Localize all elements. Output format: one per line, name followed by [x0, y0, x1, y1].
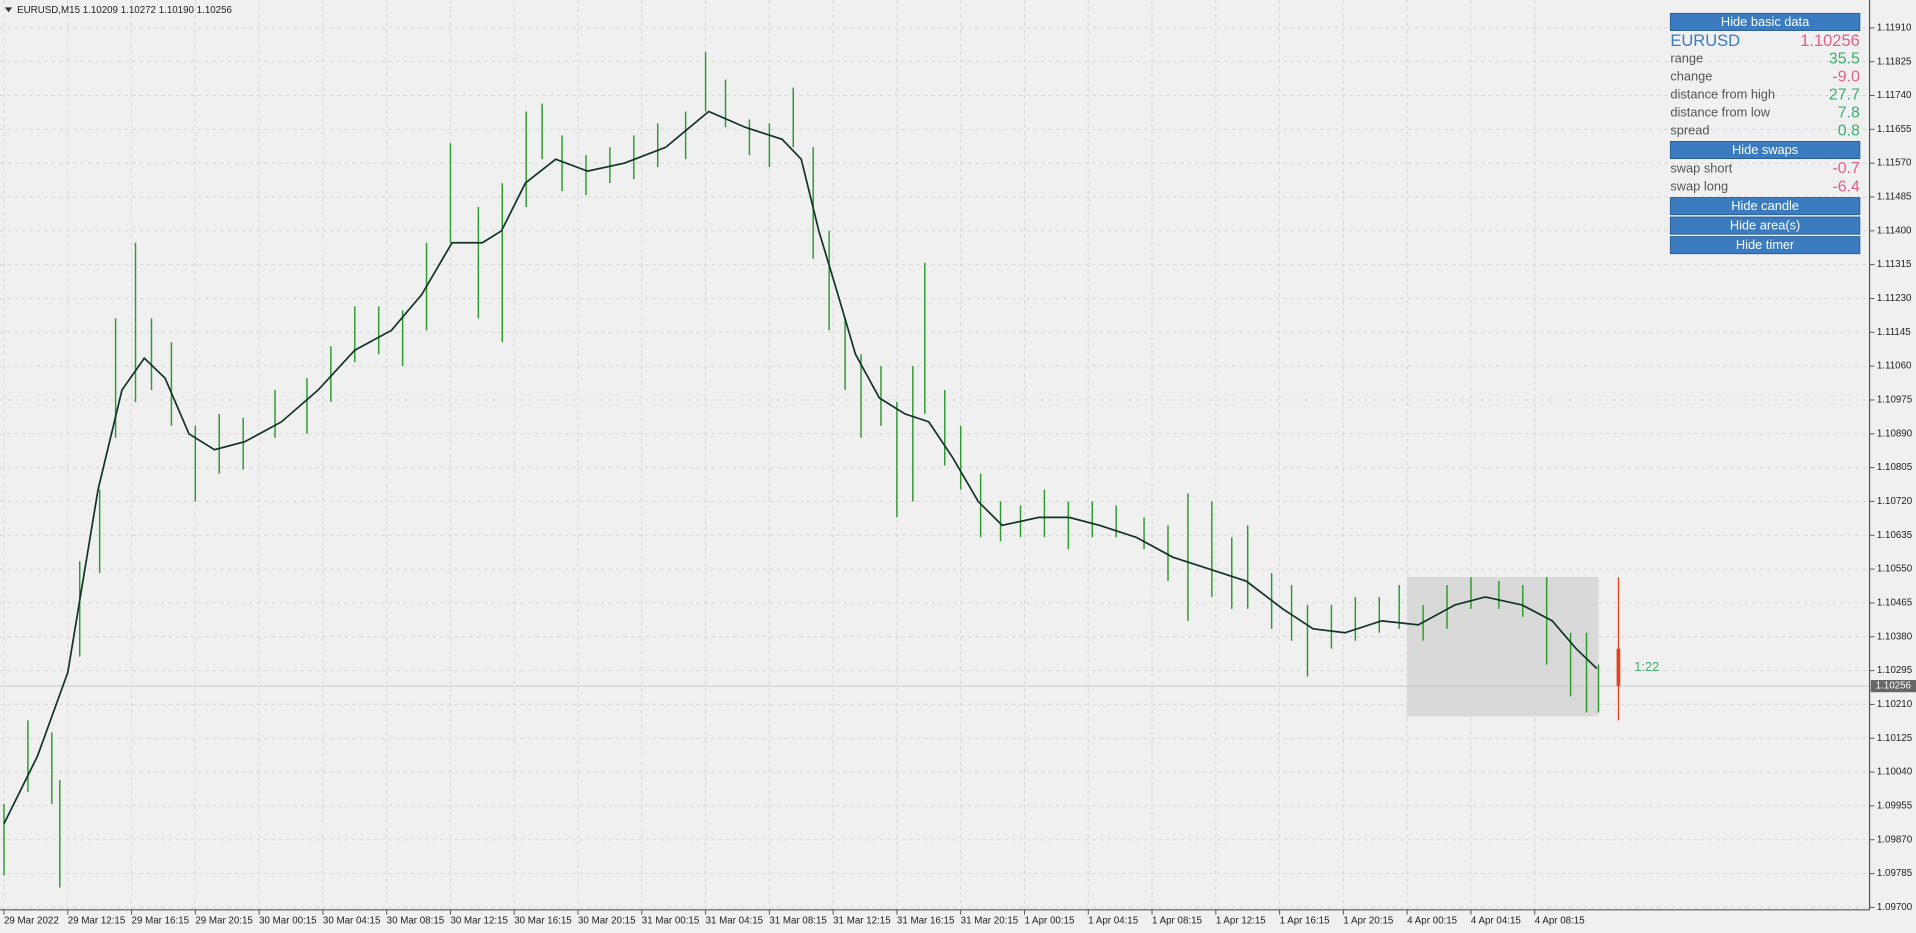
x-tick-label: 4 Apr 08:15	[1535, 915, 1585, 926]
toggle-button[interactable]	[1669, 216, 1861, 235]
current-price-box	[1870, 680, 1916, 693]
x-tick-label: 31 Mar 12:15	[833, 915, 891, 926]
current-price-label: 1.10256	[1876, 681, 1911, 692]
y-tick-label: 1.10295	[1877, 665, 1913, 676]
x-tick-label: 31 Mar 00:15	[642, 915, 700, 926]
y-tick-label: 1.11910	[1877, 22, 1912, 33]
symbol: EURUSD	[1670, 32, 1740, 50]
y-tick-label: 1.10720	[1877, 496, 1913, 507]
x-tick-label: 29 Mar 2022	[4, 915, 59, 926]
candle-body	[1616, 648, 1621, 687]
x-tick-label: 30 Mar 16:15	[514, 915, 572, 926]
y-tick-label: 1.11315	[1877, 259, 1912, 270]
y-tick-label: 1.10550	[1877, 564, 1913, 575]
y-tick-label: 1.11570	[1877, 158, 1912, 169]
toggle-button[interactable]	[1669, 236, 1861, 255]
y-tick-label: 1.10040	[1877, 767, 1913, 778]
toggle-button-label[interactable]: Hide basic data	[1721, 14, 1810, 29]
chart-header: EURUSD,M15 1.10209 1.10272 1.10190 1.102…	[17, 5, 232, 16]
info-label: distance from high	[1670, 87, 1775, 102]
y-tick-label: 1.09700	[1877, 902, 1913, 913]
y-tick-label: 1.10125	[1877, 733, 1913, 744]
info-value: 0.8	[1838, 123, 1860, 140]
x-tick-label: 29 Mar 16:15	[132, 915, 190, 926]
info-value: -0.7	[1832, 160, 1860, 177]
y-tick-label: 1.10805	[1877, 462, 1913, 473]
y-tick-label: 1.11740	[1877, 90, 1912, 101]
info-value: 35.5	[1829, 50, 1860, 67]
x-tick-label: 1 Apr 00:15	[1024, 915, 1074, 926]
y-tick-label: 1.10210	[1877, 699, 1913, 710]
info-value: 7.8	[1838, 104, 1860, 121]
x-tick-label: 31 Mar 20:15	[961, 915, 1019, 926]
toggle-button[interactable]	[1669, 12, 1861, 31]
y-tick-label: 1.11230	[1877, 293, 1912, 304]
axes: 1.11910 1.11825 1.11740 1.11655 1.11570 1.114…	[3, 22, 1916, 926]
x-tick-label: 4 Apr 00:15	[1407, 915, 1457, 926]
x-tick-label: 30 Mar 00:15	[259, 915, 317, 926]
toggle-button-label[interactable]: Hide area(s)	[1730, 218, 1800, 233]
toggle-button[interactable]	[1669, 140, 1861, 160]
info-value: -9.0	[1832, 68, 1860, 85]
y-tick-label: 1.11485	[1877, 192, 1912, 203]
y-tick-label: 1.10975	[1877, 395, 1913, 406]
y-tick-label: 1.11825	[1877, 56, 1912, 67]
x-tick-label: 31 Mar 08:15	[769, 915, 827, 926]
y-tick-label: 1.10465	[1877, 598, 1913, 609]
info-value: -6.4	[1832, 178, 1860, 195]
toggle-button-label[interactable]: Hide candle	[1731, 198, 1799, 213]
x-tick-label: 1 Apr 16:15	[1280, 915, 1330, 926]
x-tick-label: 30 Mar 04:15	[323, 915, 381, 926]
y-tick-label: 1.09870	[1877, 834, 1913, 845]
toggle-button-label[interactable]: Hide swaps	[1732, 142, 1798, 157]
y-tick-label: 1.10380	[1877, 631, 1913, 642]
info-label: swap short	[1670, 160, 1732, 175]
x-tick-label: 31 Mar 16:15	[897, 915, 955, 926]
y-tick-label: 1.09785	[1877, 868, 1913, 879]
info-label: distance from low	[1670, 105, 1770, 120]
x-tick-label: 1 Apr 12:15	[1216, 915, 1266, 926]
menu-arrow[interactable]	[4, 7, 13, 13]
area-box	[1407, 577, 1599, 717]
info-label: range	[1670, 51, 1703, 66]
y-tick-label: 1.11145	[1877, 327, 1911, 338]
y-tick-label: 1.10635	[1877, 530, 1913, 541]
toggle-button-label[interactable]: Hide timer	[1736, 237, 1795, 252]
candle-timer: 1:22	[1634, 659, 1659, 674]
y-tick-label: 1.11060	[1877, 361, 1912, 372]
info-panel: Hide basic data EURUSD 1.10256 range 35.5 cha…	[1669, 12, 1861, 255]
x-tick-label: 29 Mar 12:15	[68, 915, 126, 926]
info-label: spread	[1670, 123, 1709, 138]
x-tick-label: 30 Mar 08:15	[387, 915, 445, 926]
x-tick-label: 30 Mar 12:15	[450, 915, 508, 926]
y-tick-label: 1.09955	[1877, 800, 1913, 811]
symbol-price: 1.10256	[1800, 32, 1860, 50]
plot: 1:22	[0, 51, 1870, 888]
info-label: change	[1670, 69, 1712, 84]
x-tick-label: 1 Apr 08:15	[1152, 915, 1202, 926]
x-tick-label: 29 Mar 20:15	[195, 915, 253, 926]
x-tick-label: 30 Mar 20:15	[578, 915, 636, 926]
toggle-button[interactable]	[1669, 197, 1861, 216]
y-tick-label: 1.11655	[1877, 124, 1912, 135]
x-tick-label: 1 Apr 04:15	[1088, 915, 1138, 926]
y-tick-label: 1.10890	[1877, 428, 1913, 439]
y-tick-label: 1.11400	[1877, 225, 1912, 236]
info-value: 27.7	[1829, 86, 1860, 103]
x-tick-label: 31 Mar 04:15	[706, 915, 764, 926]
info-label: swap long	[1670, 179, 1728, 194]
x-tick-label: 1 Apr 20:15	[1343, 915, 1393, 926]
moving-average	[3, 110, 1598, 825]
x-tick-label: 4 Apr 04:15	[1471, 915, 1521, 926]
